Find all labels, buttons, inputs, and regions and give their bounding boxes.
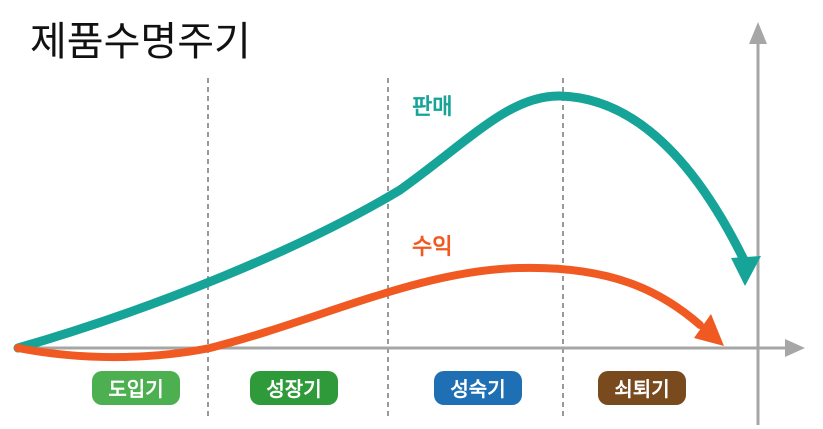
stage-badge-growth: 성장기 [250,371,338,405]
stage-badge-bg [598,371,686,405]
stage-badge-bg [250,371,338,405]
profit-label: 수익 [412,235,452,260]
stage-badge-decline: 쇠퇴기 [598,371,686,405]
sales-label: 판매 [412,95,452,120]
stage-label: 도입기 [108,377,163,401]
x-axis-arrow-icon [785,339,805,357]
stage-label: 성숙기 [450,377,505,401]
stage-label: 성장기 [266,377,321,401]
stage-badge-maturity: 성숙기 [434,371,522,405]
sales-arrow-icon [731,256,761,286]
profit-arrow-icon [694,314,724,346]
profit-curve [14,263,704,362]
stage-badge-bg [434,371,522,405]
stage-badge-introduction: 도입기 [92,371,180,405]
stage-badge-bg [92,371,180,405]
diagram-title: 제품수명주기 [30,19,251,65]
sales-curve [13,91,750,353]
y-axis-arrow-icon [749,22,767,44]
stage-label: 쇠퇴기 [614,377,669,401]
